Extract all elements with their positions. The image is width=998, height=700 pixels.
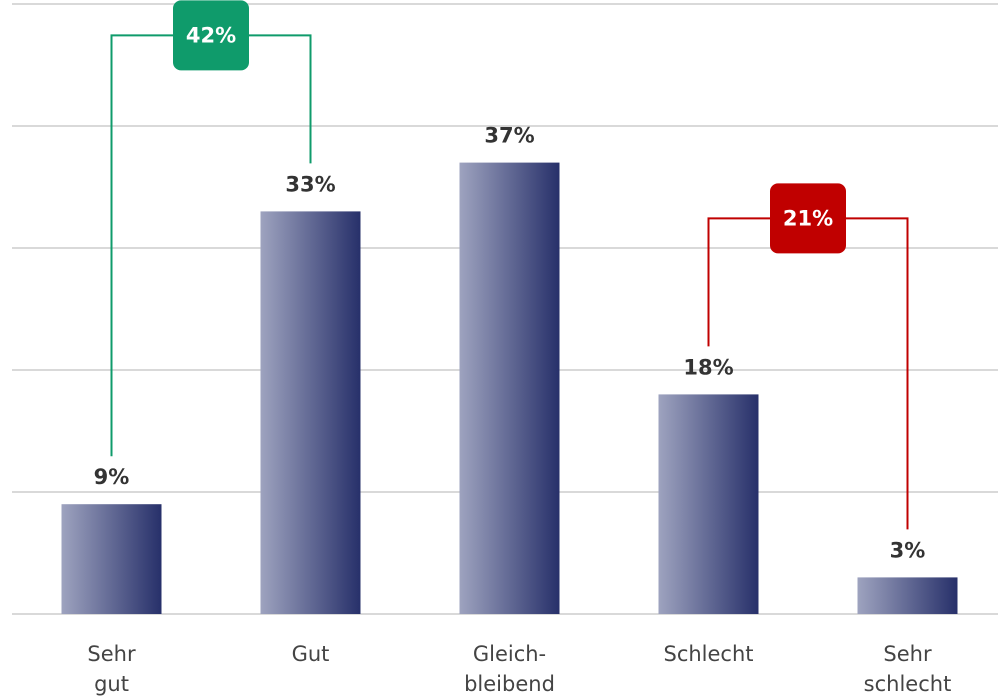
x-tick-label: Gut — [292, 642, 330, 666]
bar — [260, 211, 361, 614]
annotation-label: 42% — [186, 23, 236, 47]
bar — [459, 162, 560, 614]
bar — [658, 394, 759, 614]
value-label: 18% — [683, 355, 733, 379]
x-tick-label: Sehr gut — [87, 642, 136, 696]
value-label: 9% — [94, 465, 130, 489]
value-label: 33% — [285, 172, 335, 196]
value-label: 37% — [484, 124, 534, 148]
annotation-box — [770, 183, 846, 254]
annotation-box — [173, 0, 249, 71]
x-tick-label: Gleich-bleibend — [464, 642, 555, 696]
bar — [61, 504, 162, 614]
x-tick-label: Sehr schlecht — [864, 642, 952, 696]
value-label: 3% — [890, 538, 926, 562]
bar — [857, 577, 958, 614]
x-tick-label: Schlecht — [663, 642, 753, 666]
annotation-label: 21% — [783, 206, 833, 230]
